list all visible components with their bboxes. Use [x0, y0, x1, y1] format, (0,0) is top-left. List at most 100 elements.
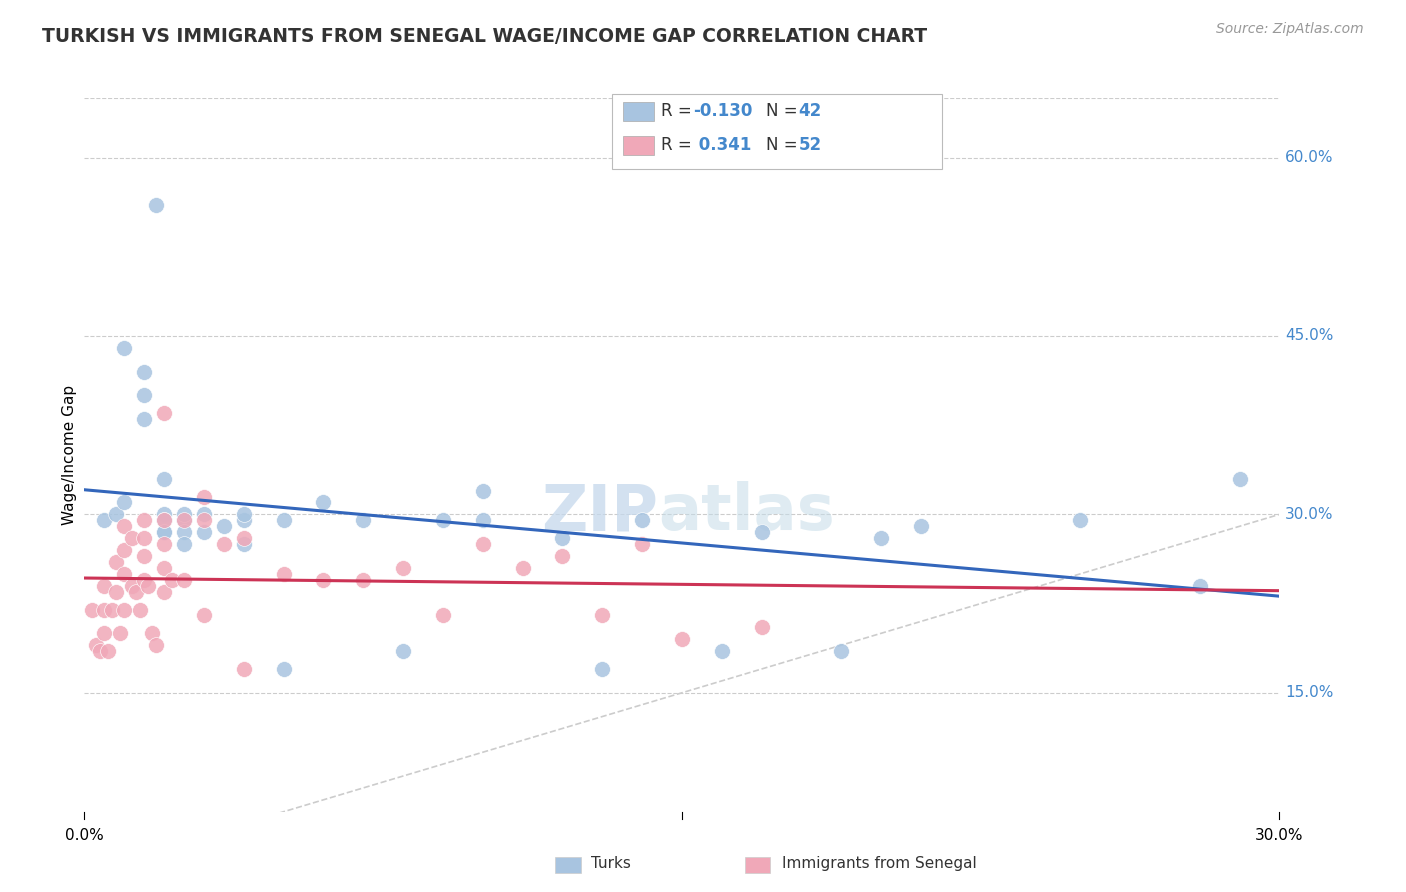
Point	[82, 602, 104, 616]
Point	[136, 579, 159, 593]
Point	[121, 531, 143, 545]
Text: Turks: Turks	[591, 856, 630, 871]
Point	[112, 602, 135, 616]
Point	[671, 632, 693, 647]
Point	[352, 573, 374, 587]
Point	[232, 513, 254, 527]
Point	[212, 537, 235, 551]
Text: 0.341: 0.341	[693, 136, 752, 154]
Point	[105, 584, 128, 599]
Point	[471, 483, 494, 498]
Point	[132, 573, 156, 587]
Point	[631, 513, 654, 527]
Point	[591, 662, 613, 676]
Point	[153, 406, 176, 420]
Point	[232, 508, 254, 522]
Text: Immigrants from Senegal: Immigrants from Senegal	[782, 856, 977, 871]
Point	[97, 644, 120, 658]
Point	[153, 525, 176, 540]
Point	[112, 495, 135, 509]
Text: N =: N =	[766, 103, 803, 120]
Point	[710, 644, 733, 658]
Point	[392, 644, 415, 658]
Point	[132, 531, 156, 545]
Point	[1069, 513, 1091, 527]
Point	[471, 513, 494, 527]
Text: 45.0%: 45.0%	[1285, 328, 1333, 343]
Point	[86, 638, 108, 652]
Point	[121, 579, 143, 593]
Text: R =: R =	[661, 103, 697, 120]
Point	[153, 513, 176, 527]
Text: TURKISH VS IMMIGRANTS FROM SENEGAL WAGE/INCOME GAP CORRELATION CHART: TURKISH VS IMMIGRANTS FROM SENEGAL WAGE/…	[42, 27, 928, 45]
Y-axis label: Wage/Income Gap: Wage/Income Gap	[62, 384, 77, 525]
Text: 15.0%: 15.0%	[1285, 685, 1333, 700]
Point	[273, 513, 295, 527]
Point	[93, 602, 115, 616]
Point	[93, 579, 115, 593]
Point	[141, 626, 163, 640]
Point	[751, 620, 773, 634]
Point	[105, 555, 128, 569]
Text: 30.0%: 30.0%	[1256, 828, 1303, 843]
Point	[105, 508, 128, 522]
Point	[830, 644, 852, 658]
Point	[110, 626, 132, 640]
Point	[132, 513, 156, 527]
Point	[551, 549, 574, 563]
Point	[145, 198, 167, 212]
Point	[432, 608, 454, 623]
Text: ZIP: ZIP	[541, 481, 658, 543]
Point	[93, 513, 115, 527]
Point	[132, 365, 156, 379]
Text: -0.130: -0.130	[693, 103, 752, 120]
Point	[193, 608, 215, 623]
Point	[1229, 472, 1251, 486]
Point	[193, 513, 215, 527]
Point	[132, 412, 156, 426]
Point	[751, 525, 773, 540]
Text: 52: 52	[799, 136, 821, 154]
Point	[129, 602, 152, 616]
Point	[910, 519, 932, 533]
Point	[153, 584, 176, 599]
Text: 30.0%: 30.0%	[1285, 507, 1333, 522]
Point	[232, 537, 254, 551]
Point	[591, 608, 613, 623]
Point	[312, 495, 335, 509]
Point	[471, 537, 494, 551]
Point	[352, 513, 374, 527]
Point	[153, 561, 176, 575]
Point	[193, 508, 215, 522]
Point	[89, 644, 111, 658]
Point	[160, 573, 183, 587]
Point	[112, 566, 135, 581]
Point	[153, 513, 176, 527]
Text: 42: 42	[799, 103, 823, 120]
Point	[112, 341, 135, 355]
Point	[101, 602, 124, 616]
Point	[392, 561, 415, 575]
Point	[312, 573, 335, 587]
Point	[631, 537, 654, 551]
Text: atlas: atlas	[658, 481, 835, 543]
Point	[93, 626, 115, 640]
Point	[551, 531, 574, 545]
Point	[153, 472, 176, 486]
Point	[173, 513, 195, 527]
Point	[153, 537, 176, 551]
Text: 60.0%: 60.0%	[1285, 150, 1333, 165]
Point	[173, 537, 195, 551]
Text: R =: R =	[661, 136, 697, 154]
Point	[153, 508, 176, 522]
Point	[193, 525, 215, 540]
Point	[193, 490, 215, 504]
Point	[212, 519, 235, 533]
Text: 0.0%: 0.0%	[65, 828, 104, 843]
Point	[145, 638, 167, 652]
Point	[112, 543, 135, 558]
Point	[132, 388, 156, 402]
Point	[132, 549, 156, 563]
Point	[173, 525, 195, 540]
Point	[173, 508, 195, 522]
